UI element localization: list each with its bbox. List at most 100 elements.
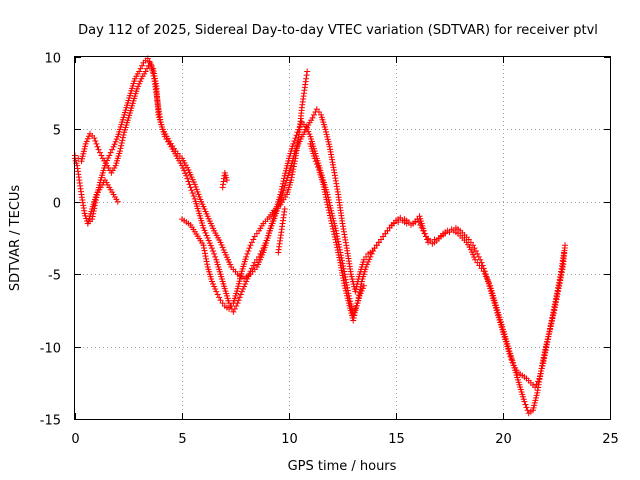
data-point bbox=[203, 255, 210, 262]
data-point bbox=[119, 137, 126, 144]
data-point bbox=[314, 164, 321, 171]
data-point bbox=[214, 291, 221, 298]
data-point bbox=[446, 229, 453, 236]
data-point bbox=[509, 359, 516, 366]
data-point bbox=[289, 171, 296, 178]
y-tick-label: -10 bbox=[40, 342, 61, 357]
data-point bbox=[83, 138, 90, 145]
data-point bbox=[333, 241, 340, 248]
data-point bbox=[421, 230, 428, 237]
y-tick-label: 10 bbox=[44, 52, 61, 67]
data-point bbox=[98, 152, 105, 159]
y-axis-label: SDTVAR / TECUs bbox=[8, 185, 23, 292]
data-point bbox=[442, 230, 449, 237]
data-point bbox=[236, 294, 243, 301]
data-point bbox=[547, 322, 554, 329]
data-point bbox=[202, 229, 209, 236]
data-point bbox=[335, 249, 342, 256]
data-point bbox=[118, 140, 125, 147]
data-point bbox=[248, 265, 255, 272]
data-point bbox=[207, 242, 214, 249]
data-point bbox=[311, 155, 318, 162]
data-point bbox=[524, 407, 531, 414]
x-tick-label: 15 bbox=[388, 432, 405, 447]
data-point bbox=[551, 301, 558, 308]
data-point bbox=[244, 250, 251, 257]
data-point bbox=[327, 215, 334, 222]
data-point bbox=[546, 328, 553, 335]
data-point bbox=[134, 85, 141, 92]
data-point bbox=[546, 330, 553, 337]
data-point bbox=[471, 245, 478, 252]
data-point bbox=[237, 291, 244, 298]
data-point bbox=[321, 189, 328, 196]
data-point bbox=[200, 242, 207, 249]
data-point bbox=[149, 67, 156, 74]
data-point bbox=[562, 242, 569, 249]
data-point bbox=[181, 167, 188, 174]
x-axis-label: GPS time / hours bbox=[288, 459, 397, 474]
data-point bbox=[200, 224, 207, 231]
data-point bbox=[200, 244, 207, 251]
data-point bbox=[184, 175, 191, 182]
data-point bbox=[326, 209, 333, 216]
data-point bbox=[326, 212, 333, 219]
data-point bbox=[330, 225, 337, 232]
data-point bbox=[552, 298, 559, 305]
data-point bbox=[522, 401, 529, 408]
data-point bbox=[202, 253, 209, 260]
y-tick-label: -5 bbox=[48, 269, 61, 284]
data-point bbox=[474, 250, 481, 257]
data-point bbox=[288, 174, 295, 181]
data-point bbox=[309, 114, 316, 121]
data-point bbox=[542, 349, 549, 356]
data-point bbox=[280, 187, 287, 194]
data-point bbox=[470, 251, 477, 258]
data-point bbox=[110, 143, 117, 150]
data-point bbox=[521, 398, 528, 405]
x-tick-label: 20 bbox=[495, 432, 512, 447]
x-tick-label: 5 bbox=[178, 432, 186, 447]
data-point bbox=[279, 190, 286, 197]
data-point bbox=[550, 306, 557, 313]
data-point bbox=[350, 317, 357, 324]
data-point bbox=[325, 207, 332, 214]
data-point bbox=[189, 190, 196, 197]
data-point bbox=[216, 294, 223, 301]
data-point bbox=[467, 246, 474, 253]
data-point bbox=[206, 240, 213, 247]
data-point bbox=[187, 184, 194, 191]
data-point bbox=[217, 239, 224, 246]
data-point bbox=[331, 231, 338, 238]
data-point bbox=[357, 290, 364, 297]
data-point bbox=[555, 284, 562, 291]
data-point bbox=[351, 309, 358, 316]
data-point bbox=[231, 305, 238, 312]
data-point bbox=[118, 142, 125, 149]
data-point bbox=[507, 353, 514, 360]
data-point bbox=[403, 220, 410, 227]
data-point bbox=[119, 134, 126, 141]
data-point bbox=[331, 233, 338, 240]
data-point bbox=[424, 236, 431, 243]
data-point bbox=[111, 141, 118, 148]
data-point bbox=[96, 149, 103, 156]
data-point bbox=[323, 199, 330, 206]
data-point bbox=[554, 290, 561, 297]
data-point bbox=[555, 282, 562, 289]
data-point bbox=[554, 287, 561, 294]
data-point bbox=[534, 378, 541, 385]
data-point bbox=[120, 131, 127, 138]
data-point bbox=[136, 68, 143, 75]
data-point bbox=[107, 149, 114, 156]
data-point bbox=[289, 168, 296, 175]
data-point bbox=[203, 232, 210, 239]
data-point bbox=[241, 283, 248, 290]
data-point bbox=[210, 248, 217, 255]
data-point bbox=[553, 292, 560, 299]
data-point bbox=[360, 282, 367, 289]
data-point bbox=[278, 192, 285, 199]
data-point bbox=[548, 317, 555, 324]
x-tick-label: 25 bbox=[602, 432, 619, 447]
